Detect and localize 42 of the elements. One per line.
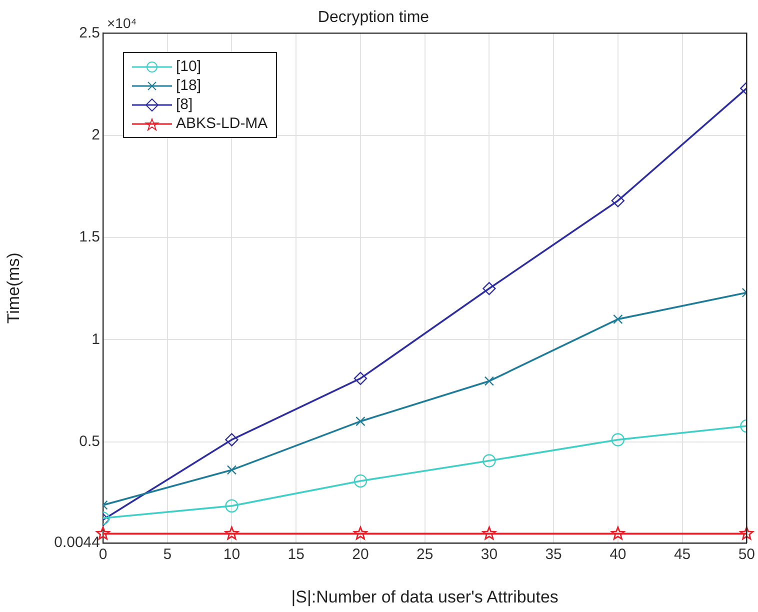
point: [226, 465, 237, 475]
y-tick-label: 0.5: [79, 432, 100, 450]
x-tick-label: 5: [163, 546, 172, 564]
point: [484, 376, 494, 386]
point: [225, 499, 238, 513]
y-axis-title: Time(ms): [4, 252, 23, 324]
y-tick-label: 1: [92, 330, 100, 348]
y-tick-label: 1.5: [79, 228, 100, 246]
point: [224, 526, 239, 540]
text: ×10⁴: [107, 15, 137, 32]
x-tick-label: 35: [545, 546, 562, 564]
point: [740, 526, 754, 540]
x-tick-label: 25: [416, 546, 434, 564]
point: [611, 433, 625, 446]
point: [611, 194, 625, 208]
y-tick-label: 0.0044: [54, 534, 100, 552]
legend-label: [10]: [176, 58, 202, 75]
point: [354, 372, 368, 386]
x-tick-label: 15: [288, 546, 304, 564]
point: [613, 314, 623, 324]
point: [354, 474, 368, 488]
x-tick-label: 10: [223, 546, 240, 564]
x-tick-label: 50: [738, 546, 755, 564]
x-tick-label: 0: [98, 546, 108, 564]
legend-label: [18]: [176, 77, 202, 94]
point: [225, 433, 238, 446]
x-tick-label: 30: [480, 546, 498, 564]
point: [482, 282, 496, 296]
chart-title: Decryption time: [318, 9, 430, 26]
x-tick-label: 45: [674, 546, 691, 564]
point: [482, 454, 496, 468]
point: [482, 526, 496, 540]
y-tick-label: 2.5: [79, 24, 100, 42]
x-axis-title: |S|:Number of data user's Attributes: [291, 587, 558, 606]
x-tick-label: 40: [610, 546, 626, 564]
legend-label: ABKS-LD-MA: [176, 115, 268, 132]
x-tick-label: 20: [352, 546, 369, 564]
point: [354, 526, 368, 540]
y-tick-label: 2: [92, 126, 100, 144]
point: [356, 416, 366, 426]
point: [611, 526, 625, 540]
legend-label: [8]: [176, 96, 193, 113]
